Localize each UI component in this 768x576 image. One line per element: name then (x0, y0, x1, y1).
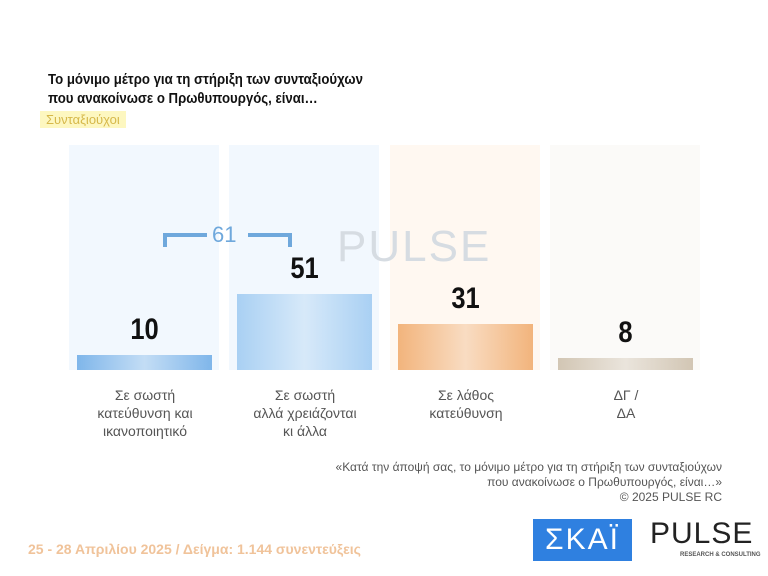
watermark: PULSE (337, 222, 492, 271)
skai-logo: ΣΚΑΪ (533, 519, 632, 561)
copyright: © 2025 PULSE RC (619, 490, 722, 504)
question-note: «Κατά την άποψή σας, το μόνιμο μέτρο για… (336, 460, 722, 505)
title-line: που ανακοίνωσε ο Πρωθυπουργός, είναι… (48, 90, 318, 107)
bar (558, 358, 693, 370)
category-label-line: κατεύθυνση (429, 405, 503, 421)
data-label: 8 (618, 316, 633, 349)
bar-background (69, 145, 219, 370)
bracket-total: 61 (212, 222, 237, 247)
bar-background (550, 145, 700, 370)
bar (77, 355, 212, 370)
note-line: «Κατά την άποψή σας, το μόνιμο μέτρο για… (335, 460, 722, 474)
note-line: που ανακοίνωσε ο Πρωθυπουργός, είναι…» (487, 475, 722, 489)
category-label: Σε λάθος κατεύθυνση (386, 386, 546, 422)
category-label-line: κατεύθυνση και (97, 405, 193, 421)
bar (398, 323, 533, 370)
pulse-logo: PULSE (650, 517, 754, 550)
footer-dates-sample: 25 - 28 Απριλίου 2025 / Δείγμα: 1.144 συ… (28, 541, 361, 557)
category-label-line: ΔΑ (616, 405, 636, 421)
bracket-right (248, 233, 292, 247)
category-label: Σε σωστή κατεύθυνση και ικανοποιητικό (65, 386, 225, 440)
data-label: 51 (290, 251, 319, 285)
chart-title: Το μόνιμο μέτρο για τη στήριξη των συντα… (48, 70, 363, 108)
bar (237, 293, 372, 370)
category-label-line: ικανοποιητικό (102, 423, 188, 439)
pulse-logo-sub: RESEARCH & CONSULTING (680, 552, 761, 558)
category-label: ΔΓ / ΔΑ (546, 386, 706, 422)
category-label-line: κι άλλα (283, 423, 327, 439)
title-line: Το μόνιμο μέτρο για τη στήριξη των συντα… (48, 71, 363, 88)
bracket-left (163, 233, 207, 247)
category-label-line: ΔΓ / (613, 387, 639, 403)
data-label: 10 (130, 313, 159, 346)
subgroup-tag: Συνταξιούχοι (40, 111, 126, 128)
category-label-line: Σε σωστή (114, 387, 176, 403)
category-label: Σε σωστή αλλά χρειάζονται κι άλλα (225, 386, 385, 440)
category-label-line: Σε λάθος (438, 387, 494, 403)
category-label-line: Σε σωστή (274, 387, 336, 403)
data-label: 31 (451, 281, 480, 315)
category-label-line: αλλά χρειάζονται (253, 405, 357, 421)
